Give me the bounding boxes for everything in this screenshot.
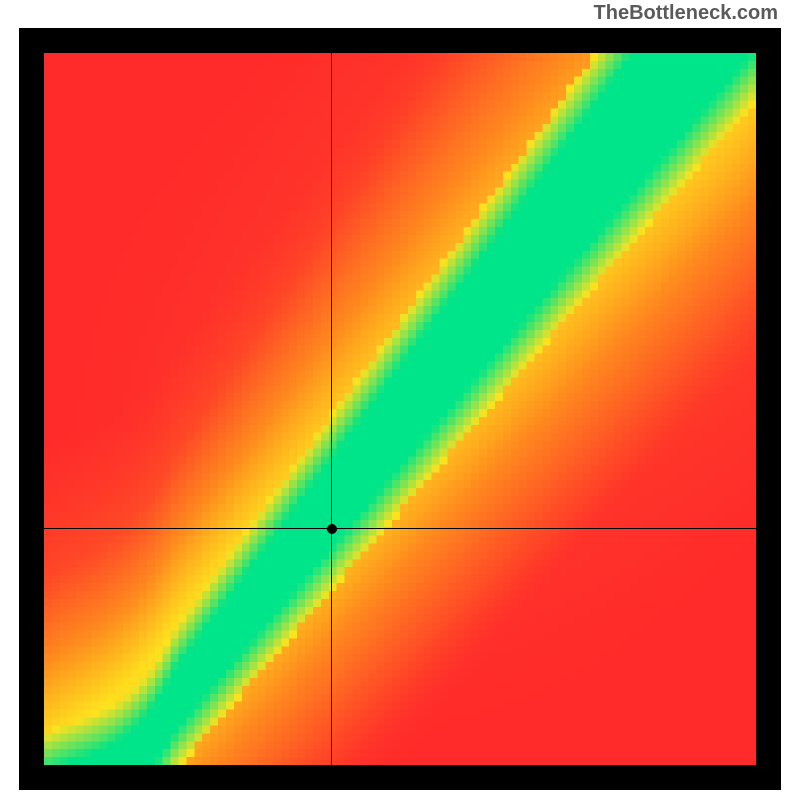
crosshair-marker: [327, 524, 337, 534]
crosshair-vertical: [331, 53, 332, 765]
heatmap-canvas: [44, 53, 756, 765]
chart-container: { "watermark": "TheBottleneck.com", "can…: [0, 0, 800, 800]
crosshair-horizontal: [44, 528, 756, 529]
watermark-text: TheBottleneck.com: [594, 2, 778, 25]
heatmap-plot: [44, 53, 756, 765]
